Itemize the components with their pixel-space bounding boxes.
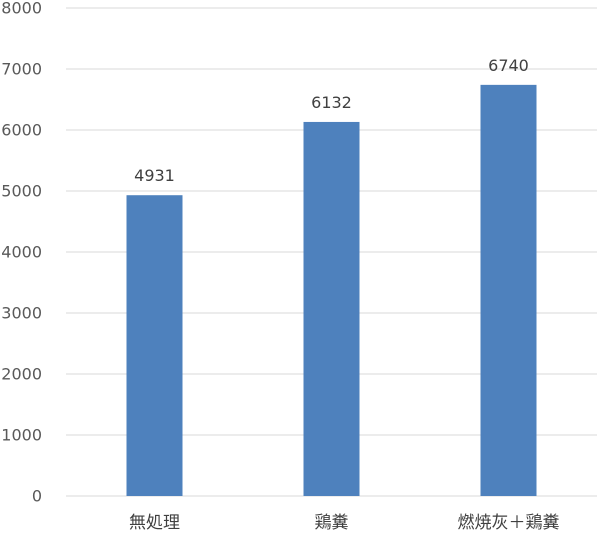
y-tick-label: 2000	[1, 365, 42, 384]
y-tick-label: 1000	[1, 426, 42, 445]
data-label: 6132	[311, 93, 352, 112]
x-axis-category-labels: 無処理 鶏糞 燃焼灰＋鶏糞	[129, 513, 560, 533]
x-category-label: 鶏糞	[315, 513, 349, 533]
y-tick-label: 4000	[1, 243, 42, 262]
y-tick-label: 7000	[1, 60, 42, 79]
y-axis-tick-labels: 0 1000 2000 3000 4000 5000 6000 7000 8000	[1, 0, 42, 506]
x-category-label: 無処理	[129, 513, 180, 533]
y-tick-label: 3000	[1, 304, 42, 323]
data-labels: 4931 6132 6740	[134, 56, 529, 185]
data-label: 4931	[134, 166, 175, 185]
data-label: 6740	[488, 56, 529, 75]
bar	[126, 195, 183, 497]
bar	[303, 121, 360, 496]
bars	[126, 84, 537, 497]
y-tick-label: 8000	[1, 0, 42, 18]
y-tick-label: 6000	[1, 121, 42, 140]
x-category-label: 燃焼灰＋鶏糞	[458, 513, 560, 533]
bar	[480, 84, 537, 497]
y-tick-label: 5000	[1, 182, 42, 201]
y-tick-label: 0	[32, 487, 42, 506]
